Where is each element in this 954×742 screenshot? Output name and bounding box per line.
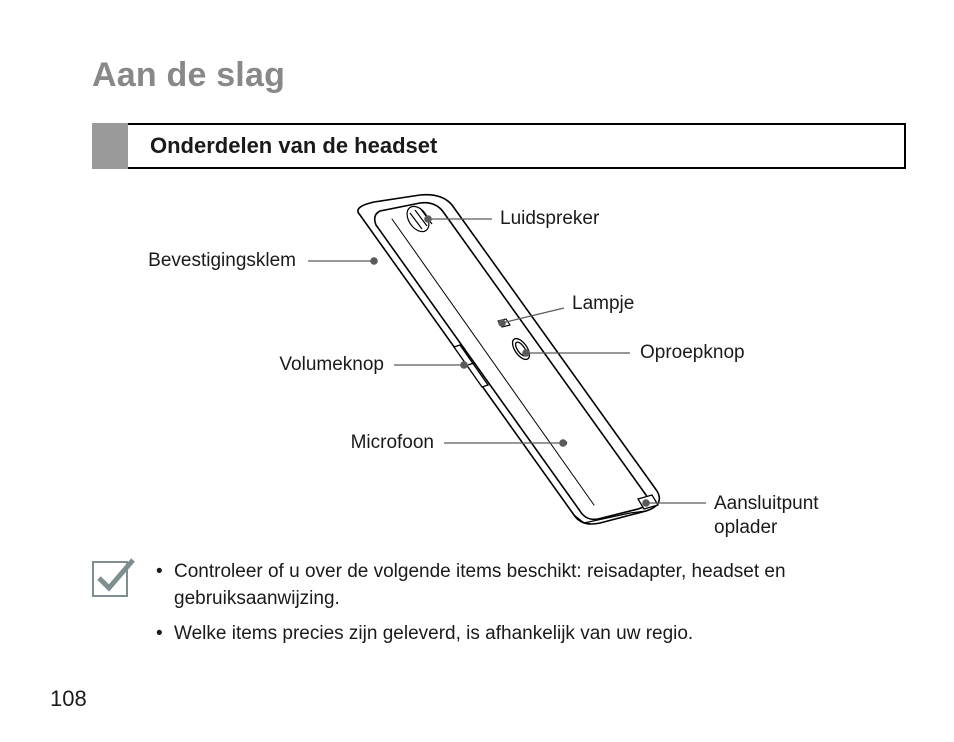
page-number: 108 xyxy=(50,686,87,712)
section-tab xyxy=(92,123,128,169)
note-item-2: Welke items precies zijn geleverd, is af… xyxy=(152,621,898,648)
section-header: Onderdelen van de headset xyxy=(92,123,906,169)
label-aansluitpunt-l2: oplader xyxy=(714,517,777,538)
label-aansluitpunt-l1: Aansluitpunt xyxy=(714,493,819,514)
label-lampje: Lampje xyxy=(572,293,634,315)
note-item-1: Controleer of u over de volgende items b… xyxy=(152,559,898,613)
section-title: Onderdelen van de headset xyxy=(128,125,437,167)
label-luidspreker: Luidspreker xyxy=(500,208,599,230)
headset-diagram: Luidspreker Bevestigingsklem Lampje Opro… xyxy=(98,193,878,553)
note-block: Controleer of u over de volgende items b… xyxy=(92,559,906,656)
label-volumeknop: Volumeknop xyxy=(279,354,384,376)
label-bevestigingsklem: Bevestigingsklem xyxy=(148,250,296,272)
page-title: Aan de slag xyxy=(92,56,906,95)
check-icon xyxy=(92,561,128,597)
label-oproepknop: Oproepknop xyxy=(640,342,745,364)
label-aansluitpunt: Aansluitpunt oplader xyxy=(714,492,819,540)
label-microfoon: Microfoon xyxy=(351,432,434,454)
note-list: Controleer of u over de volgende items b… xyxy=(152,559,898,656)
